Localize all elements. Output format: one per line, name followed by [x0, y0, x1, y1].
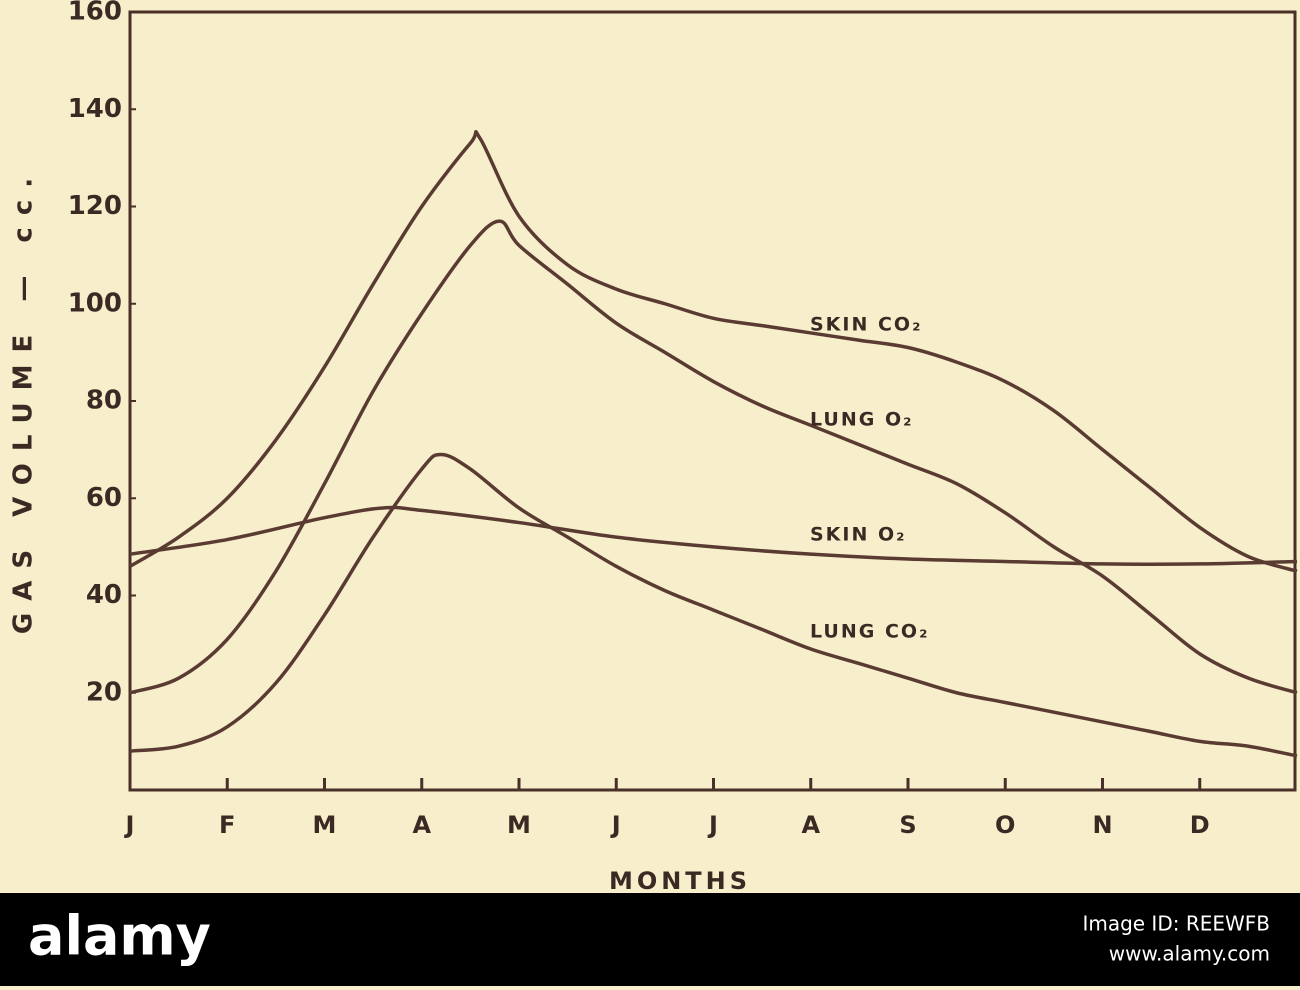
series-line — [129, 452, 1298, 758]
footer-id: Image ID: REEWFB — [1082, 912, 1270, 936]
x-tick-label: D — [1190, 811, 1210, 839]
series-line — [129, 505, 1298, 566]
footer-url: www.alamy.com — [1109, 942, 1270, 966]
y-tick-label: 100 — [68, 288, 122, 318]
y-tick-label: 20 — [86, 677, 122, 707]
x-tick-label: M — [507, 811, 531, 839]
y-tick-label: 160 — [68, 0, 122, 27]
series-line — [129, 129, 1298, 573]
x-tick-label: M — [313, 811, 337, 839]
x-tick-label: J — [707, 811, 718, 839]
x-tick-label: S — [899, 811, 916, 839]
series-label: LUNG CO₂ — [810, 621, 929, 643]
series-line — [129, 219, 1298, 695]
series-label: LUNG O₂ — [810, 409, 913, 431]
y-tick-label: 60 — [86, 483, 122, 513]
x-tick-label: N — [1092, 811, 1112, 839]
x-tick-label: A — [412, 811, 431, 839]
footer-bar — [0, 893, 1300, 986]
x-tick-label: F — [219, 811, 235, 839]
x-tick-label: A — [801, 811, 820, 839]
x-tick-label: O — [995, 811, 1015, 839]
y-axis-label: GAS VOLUME — cc. — [9, 166, 39, 634]
y-tick-label: 120 — [68, 191, 122, 221]
x-tick-label: J — [124, 811, 135, 839]
x-axis-label: MONTHS — [609, 867, 751, 895]
series-label: SKIN CO₂ — [810, 314, 922, 336]
footer-brand: alamy — [28, 905, 211, 968]
y-tick-label: 140 — [68, 94, 122, 124]
series-label: SKIN O₂ — [810, 524, 906, 546]
y-tick-label: 80 — [86, 386, 122, 416]
y-tick-label: 40 — [86, 580, 122, 610]
x-tick-label: J — [610, 811, 621, 839]
